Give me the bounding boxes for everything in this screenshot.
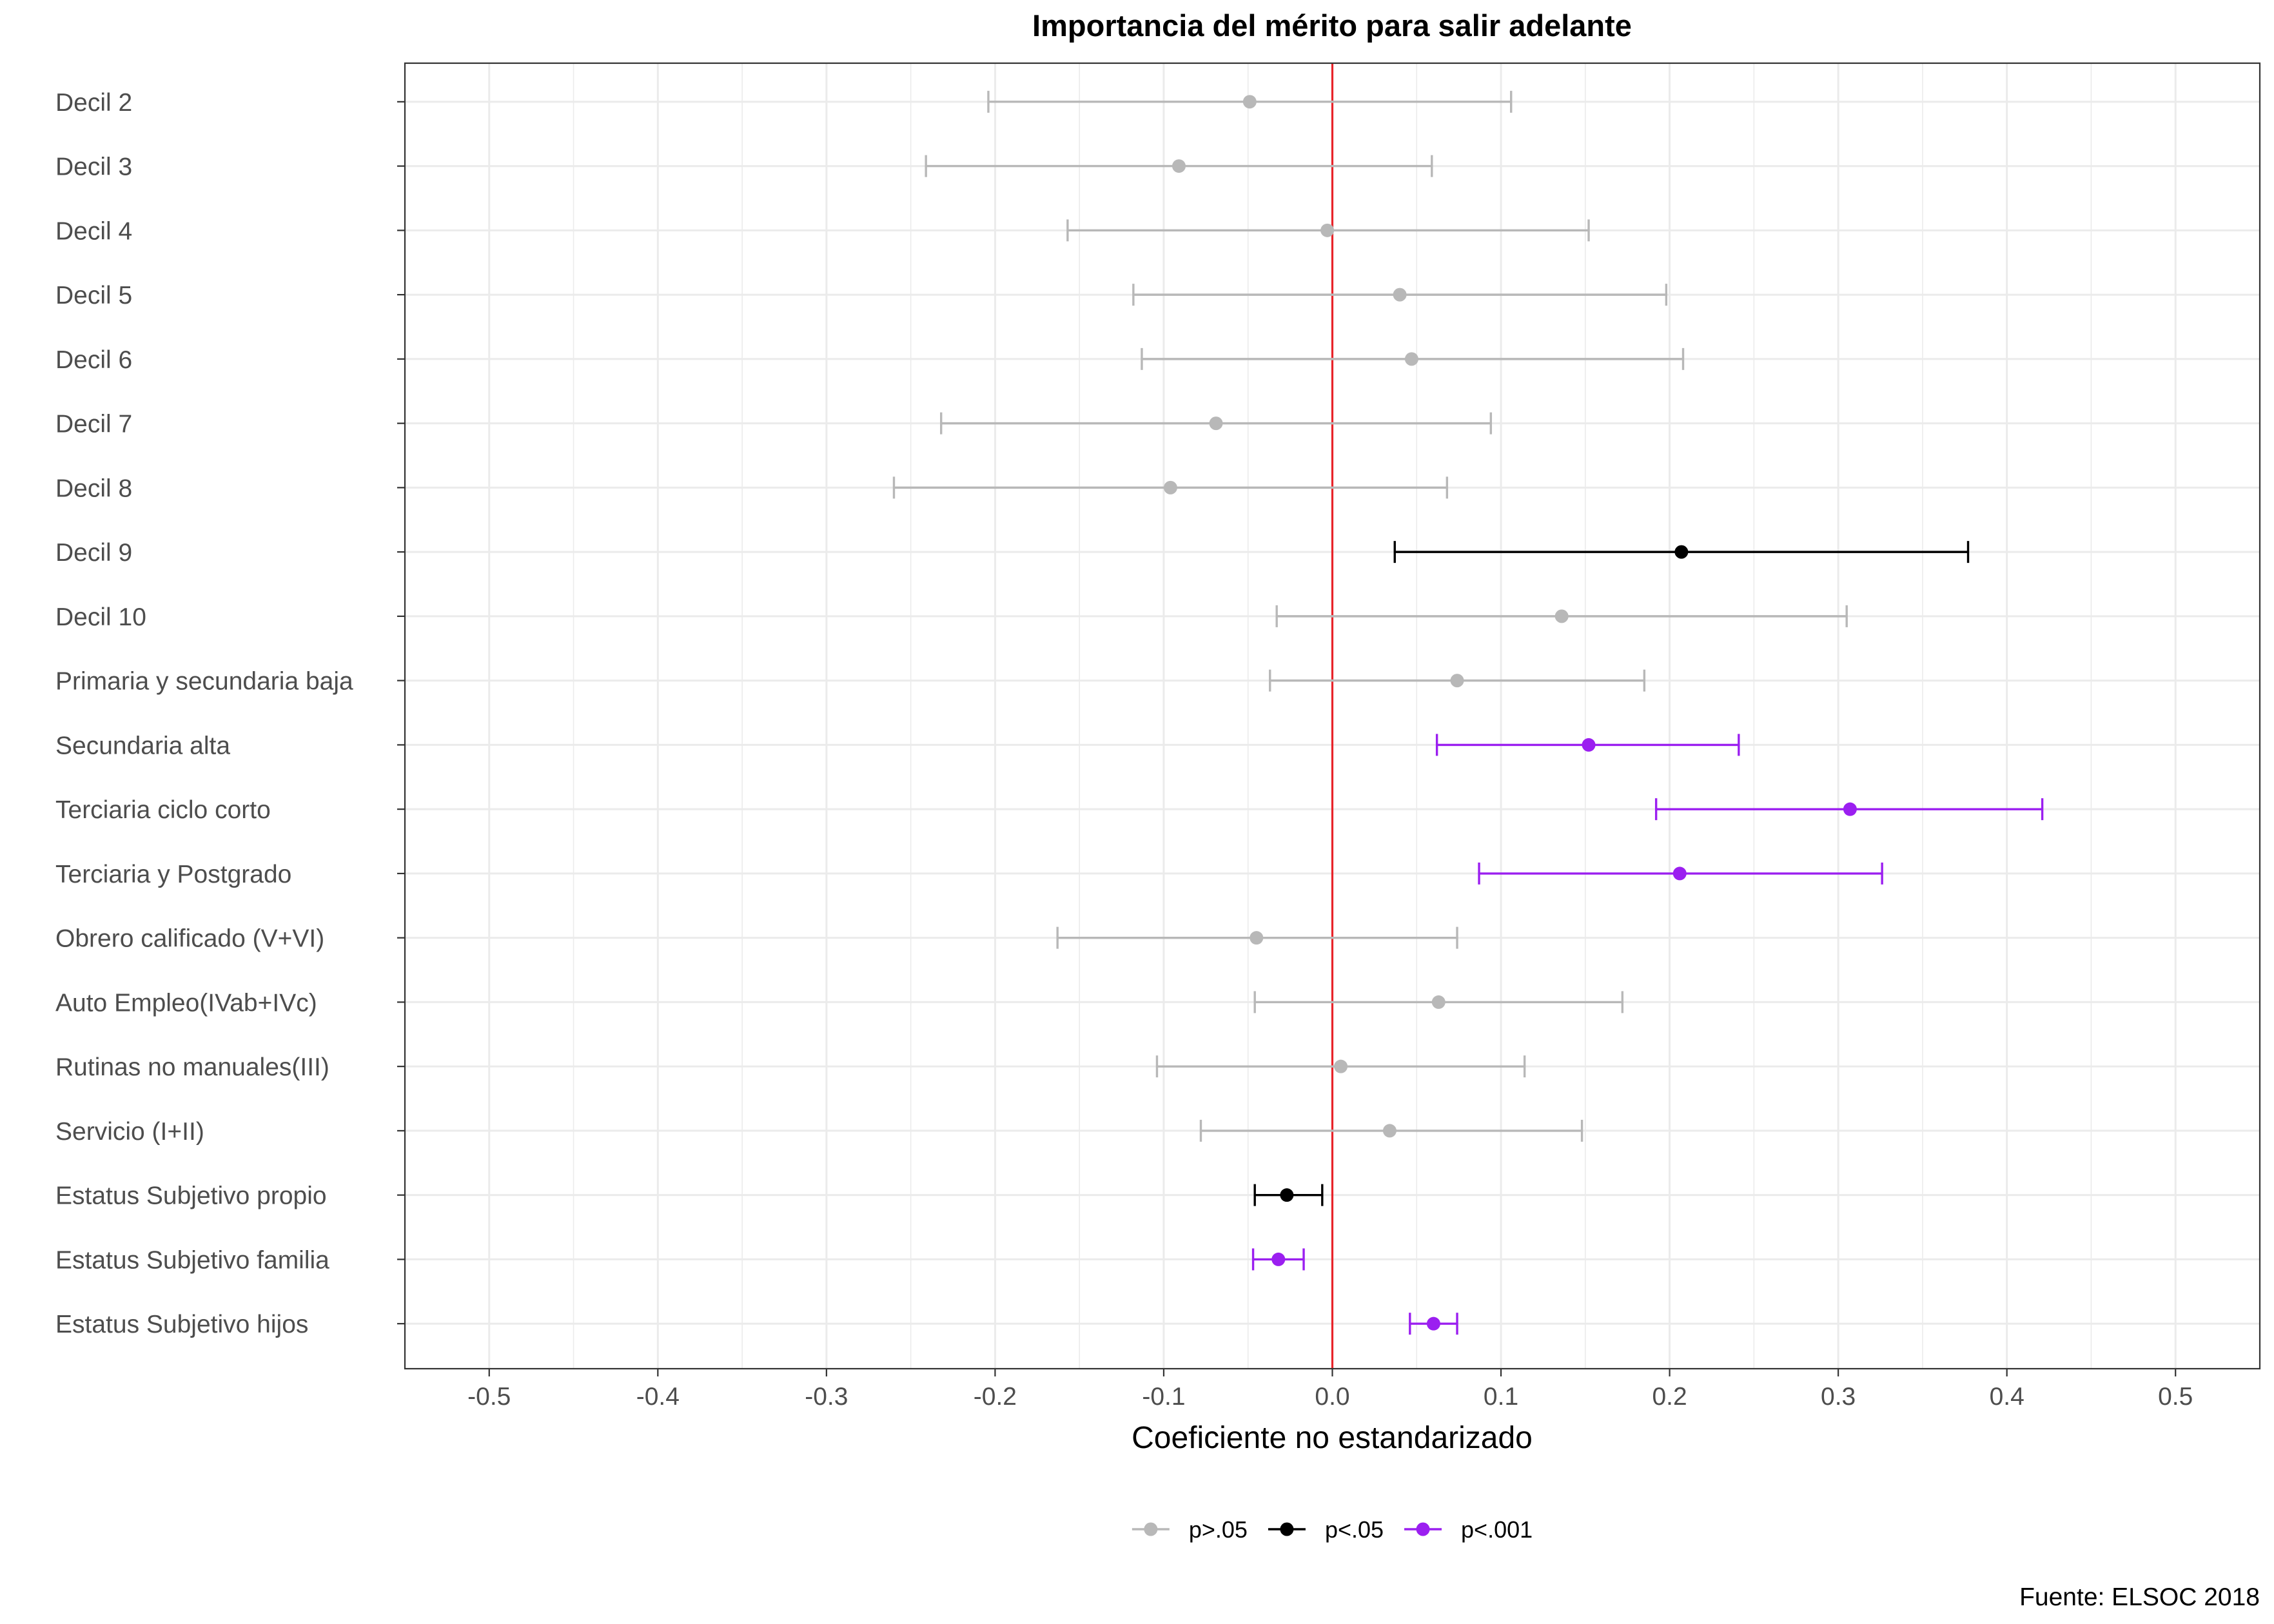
y-tick-label: Estatus Subjetivo hijos	[55, 1311, 308, 1338]
coefficient-row	[1155, 1055, 1526, 1078]
estimate-point	[1672, 866, 1687, 881]
y-tick-label: Rutinas no manuales(III)	[55, 1053, 329, 1081]
coefficient-row	[1251, 1248, 1305, 1271]
estimate-point	[1171, 159, 1186, 173]
x-tick-label: -0.5	[467, 1383, 511, 1411]
y-tick-label: Primaria y secundaria baja	[55, 668, 353, 696]
estimate-point	[1271, 1252, 1286, 1266]
x-tick-label: 0.0	[1315, 1383, 1349, 1411]
estimate-point	[1382, 1124, 1397, 1138]
estimate-point	[1209, 416, 1223, 431]
y-tick-label: Obrero calificado (V+VI)	[55, 925, 324, 953]
y-tick-label: Terciaria y Postgrado	[55, 861, 291, 888]
legend-label: p>.05	[1189, 1516, 1248, 1543]
y-tick-label: Decil 2	[55, 89, 132, 117]
coefficient-row	[1253, 1184, 1324, 1206]
y-tick-label: Secundaria alta	[55, 732, 230, 759]
y-tick-label: Decil 7	[55, 411, 132, 438]
chart-title: Importancia del mérito para salir adelan…	[1032, 8, 1632, 43]
x-tick-label: 0.2	[1652, 1383, 1687, 1411]
y-tick-label: Decil 3	[55, 153, 132, 181]
estimate-point	[1674, 545, 1689, 559]
x-tick-label: 0.4	[1990, 1383, 2024, 1411]
error-bars	[892, 90, 2044, 1335]
y-tick-label: Servicio (I+II)	[55, 1118, 204, 1146]
y-tick-label: Estatus Subjetivo familia	[55, 1246, 329, 1274]
coefficient-row	[1253, 991, 1624, 1013]
x-tick-label: -0.3	[805, 1383, 848, 1411]
coefficient-row	[1066, 219, 1590, 242]
estimate-point	[1334, 1059, 1348, 1073]
coefficient-row	[1654, 798, 2044, 821]
coefficient-row	[940, 412, 1493, 435]
y-tick-label: Decil 9	[55, 539, 132, 567]
estimate-point	[1393, 288, 1407, 302]
y-tick-label: Decil 5	[55, 282, 132, 309]
estimate-point	[1320, 223, 1335, 237]
estimate-point	[1163, 480, 1177, 494]
estimate-point	[1242, 95, 1257, 109]
coefficient-row	[1269, 669, 1646, 692]
estimate-point	[1426, 1316, 1440, 1331]
x-tick-label: -0.4	[636, 1383, 680, 1411]
estimate-point	[1582, 738, 1596, 752]
coefficient-row	[987, 90, 1513, 113]
legend-item: p<.05	[1268, 1516, 1384, 1543]
legend-label: p<.001	[1461, 1516, 1533, 1543]
estimate-point	[1250, 931, 1264, 945]
x-axis: -0.5 -0.4 -0.3 -0.2 -0.1 0.0 0.1 0.2 0.3 0.4 0.5	[467, 1369, 2193, 1411]
coefficient-row	[1056, 926, 1458, 949]
estimate-point	[1843, 802, 1857, 816]
legend-key-point	[1416, 1522, 1430, 1536]
legend: p>.05 p<.05 p<.001	[1132, 1516, 1533, 1543]
x-tick-label: 0.5	[2158, 1383, 2193, 1411]
legend-item: p>.05	[1132, 1516, 1248, 1543]
estimate-point	[1554, 609, 1569, 623]
y-tick-label: Terciaria ciclo corto	[55, 796, 271, 824]
coefficient-row	[1199, 1119, 1583, 1142]
coefficient-row	[1275, 605, 1848, 627]
estimate-point	[1280, 1188, 1294, 1202]
estimate-point	[1431, 995, 1446, 1009]
coefficient-row	[1393, 541, 1970, 563]
x-tick-label: 0.1	[1484, 1383, 1518, 1411]
coefficient-row	[1409, 1313, 1458, 1335]
x-tick-label: -0.1	[1142, 1383, 1185, 1411]
x-tick-label: -0.2	[974, 1383, 1017, 1411]
legend-item: p<.001	[1404, 1516, 1533, 1543]
x-tick-label: 0.3	[1821, 1383, 1856, 1411]
legend-key-point	[1144, 1522, 1158, 1536]
legend-label: p<.05	[1325, 1516, 1384, 1543]
estimate-point	[1450, 674, 1464, 688]
y-tick-label: Estatus Subjetivo propio	[55, 1182, 327, 1210]
coefficient-row	[1132, 284, 1668, 306]
coefficient-row	[892, 476, 1449, 499]
coefficient-row	[1141, 347, 1685, 370]
y-tick-label: Decil 10	[55, 603, 146, 631]
y-tick-label: Decil 6	[55, 346, 132, 374]
coefficient-row	[1435, 734, 1740, 756]
y-tick-label: Decil 4	[55, 217, 132, 245]
caption: Fuente: ELSOC 2018	[2019, 1583, 2260, 1611]
coefficient-row	[925, 155, 1433, 177]
estimate-point	[1404, 352, 1418, 366]
y-axis: Decil 2 Decil 3 Decil 4 Decil 5 Decil 6 Decil…	[55, 89, 405, 1338]
x-axis-title: Coeficiente no estandarizado	[1132, 1421, 1533, 1455]
y-tick-label: Decil 8	[55, 474, 132, 502]
y-tick-label: Auto Empleo(IVab+IVc)	[55, 989, 317, 1017]
legend-key-point	[1280, 1522, 1294, 1536]
coefficient-row	[1478, 862, 1883, 885]
